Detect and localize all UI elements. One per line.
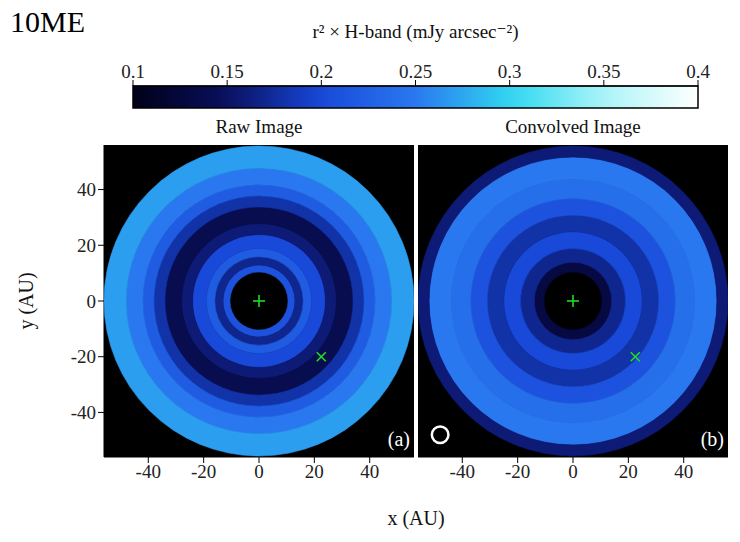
html-text:(b): (b)	[700, 428, 724, 450]
svg-text:0.25: 0.25	[399, 61, 432, 82]
svg-text:-40: -40	[450, 461, 475, 482]
svg-text:-40: -40	[136, 461, 161, 482]
svg-text:-20: -20	[505, 461, 530, 482]
svg-text:0: 0	[87, 291, 97, 312]
svg-text:0: 0	[254, 461, 264, 482]
svg-text:y (AU): y (AU)	[15, 272, 38, 329]
svg-text:40: 40	[360, 461, 379, 482]
svg-text:20: 20	[77, 235, 96, 256]
svg-text:0: 0	[568, 461, 578, 482]
svg-text:0.35: 0.35	[587, 61, 620, 82]
svg-text:0.15: 0.15	[211, 61, 244, 82]
svg-text:0.2: 0.2	[309, 61, 333, 82]
svg-text:40: 40	[77, 179, 96, 200]
html-text:Raw Image: Raw Image	[215, 116, 303, 137]
html-text:r² × H-band (mJy arcsec⁻²): r² × H-band (mJy arcsec⁻²)	[312, 21, 519, 42]
html-text:(a): (a)	[387, 428, 410, 450]
svg-text:-20: -20	[71, 346, 96, 367]
html-text:x (AU): x (AU)	[387, 507, 445, 529]
svg-text:0.4: 0.4	[686, 61, 710, 82]
svg-text:20: 20	[305, 461, 324, 482]
svg-text:20: 20	[619, 461, 638, 482]
svg-text:40: 40	[674, 461, 693, 482]
html-text:Convolved Image: Convolved Image	[505, 116, 641, 137]
svg-text:-20: -20	[191, 461, 216, 482]
svg-text:0.1: 0.1	[121, 61, 145, 82]
html-text:10ME: 10ME	[10, 5, 85, 38]
svg-text:0.3: 0.3	[498, 61, 522, 82]
svg-text:-40: -40	[71, 402, 96, 423]
